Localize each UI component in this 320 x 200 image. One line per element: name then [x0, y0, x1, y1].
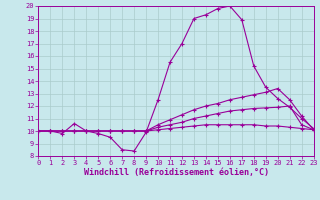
X-axis label: Windchill (Refroidissement éolien,°C): Windchill (Refroidissement éolien,°C) [84, 168, 268, 177]
